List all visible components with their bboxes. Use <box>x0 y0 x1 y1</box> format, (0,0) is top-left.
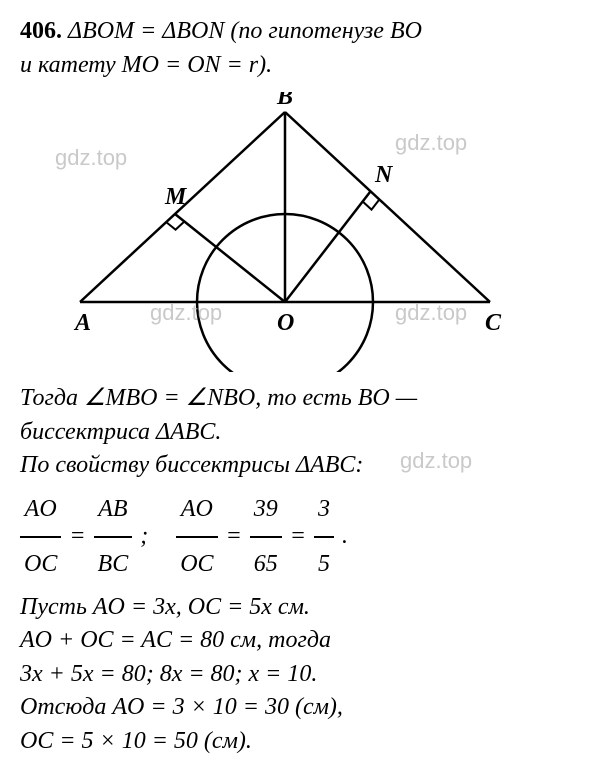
header-line-2: и катету MO = ON = r). <box>20 49 580 83</box>
fraction-1: AO OC <box>20 483 61 591</box>
problem-header: 406. ΔBOM = ΔBON (по гипотенузе BO <box>20 15 580 49</box>
body-line-6: 3x + 5x = 80; 8x = 80; x = 10. <box>20 658 580 692</box>
body-line-5: AO + OC = AC = 80 см, тогда <box>20 624 580 658</box>
body-line-3: По свойству биссектрисы ΔABC: <box>20 449 580 483</box>
svg-text:O: O <box>277 310 294 336</box>
problem-number: 406. <box>20 18 62 44</box>
body-line-4: Пусть AO = 3x, OC = 5x см. <box>20 591 580 625</box>
fraction-equation: AO OC = AB BC ; AO OC = 39 65 = 3 5 . <box>20 483 580 591</box>
header-line-1: ΔBOM = ΔBON (по гипотенузе BO <box>68 18 422 44</box>
svg-text:B: B <box>276 92 293 110</box>
body-line-8: OC = 5 × 10 = 50 (см). <box>20 725 580 759</box>
fraction-3: AO OC <box>176 483 217 591</box>
fraction-2: AB BC <box>94 483 133 591</box>
fraction-5: 3 5 <box>314 483 334 591</box>
svg-text:A: A <box>73 310 91 336</box>
svg-text:C: C <box>485 310 502 336</box>
body-line-7: Отсюда AO = 3 × 10 = 30 (см), <box>20 691 580 725</box>
diagram-svg: A B C O M N <box>20 92 580 372</box>
fraction-4: 39 65 <box>250 483 282 591</box>
svg-text:M: M <box>164 184 188 210</box>
body-line-1: Тогда ∠MBO = ∠NBO, то есть BO — <box>20 382 580 416</box>
body-line-2: биссектриса ΔABC. <box>20 416 580 450</box>
geometry-diagram: A B C O M N <box>20 92 580 372</box>
svg-text:N: N <box>374 162 394 188</box>
